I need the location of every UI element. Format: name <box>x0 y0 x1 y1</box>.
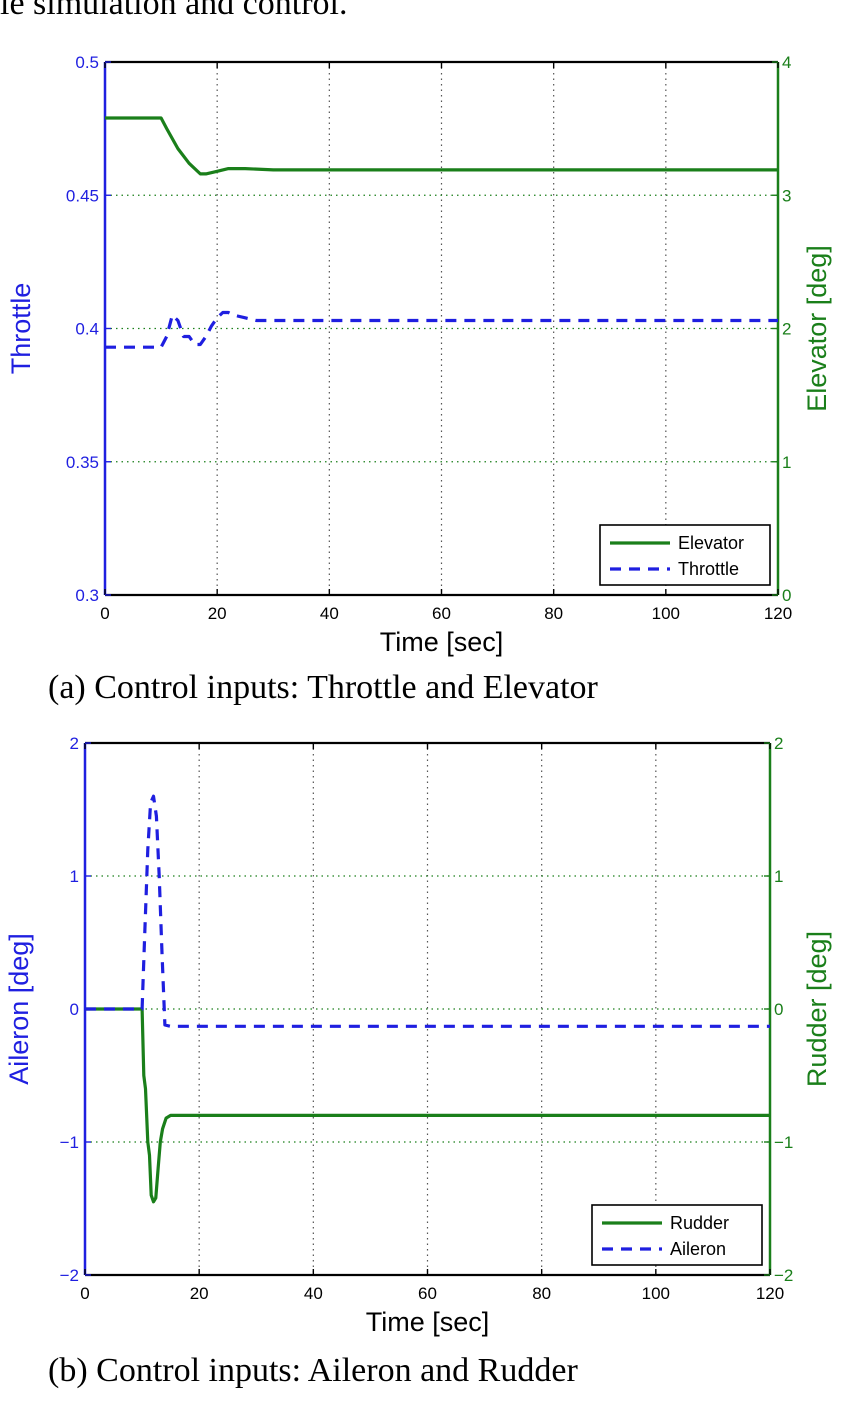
chart-a-xtick-5: 100 <box>652 604 680 623</box>
chart-a-xtick-4: 80 <box>544 604 563 623</box>
chart-a-ytick-left-4: 0.5 <box>75 53 99 72</box>
chart-a-ytick-left-3: 0.45 <box>66 186 99 205</box>
chart-a-xlabel: Time [sec] <box>380 627 504 657</box>
chart-b-ytick-right-1: −1 <box>774 1133 793 1152</box>
chart-b-ylabel-right: Rudder [deg] <box>802 931 832 1087</box>
chart-a-ytick-right-3: 3 <box>782 186 791 205</box>
caption-a: (a) Control inputs: Throttle and Elevato… <box>48 669 599 706</box>
chart-b-ytick-right-4: 2 <box>774 734 783 753</box>
chart-b-ytick-left-4: 2 <box>70 734 79 753</box>
chart-b-xtick-4: 80 <box>532 1284 551 1303</box>
chart-a-xtick-1: 20 <box>208 604 227 623</box>
chart-b-series-aileron <box>85 794 770 1028</box>
chart-a-ytick-right-2: 2 <box>782 320 791 339</box>
chart-panel-a: 0 20 40 60 80 100 120 0.3 0.35 0.4 0.45 0.5 0 1 2 3 4 Tim… <box>6 53 832 657</box>
chart-b-xtick-0: 0 <box>80 1284 89 1303</box>
chart-b-ytick-right-2: 0 <box>774 1000 783 1019</box>
chart-b-xtick-2: 40 <box>304 1284 323 1303</box>
chart-a-series-elevator <box>105 116 778 176</box>
chart-b-xtick-6: 120 <box>756 1284 784 1303</box>
chart-a-ytick-left-2: 0.4 <box>75 320 99 339</box>
chart-a-ytick-right-0: 0 <box>782 586 791 605</box>
chart-b-legend-label-rudder: Rudder <box>670 1213 729 1233</box>
chart-b-ytick-left-3: 1 <box>70 867 79 886</box>
caption-b: (b) Control inputs: Aileron and Rudder <box>48 1352 578 1389</box>
chart-a-ytick-right-4: 4 <box>782 53 791 72</box>
chart-a-xtick-3: 60 <box>432 604 451 623</box>
chart-b-ylabel-left: Aileron [deg] <box>4 933 34 1085</box>
chart-a-ylabel-left: Throttle <box>6 283 36 375</box>
chart-b-legend <box>591 1204 763 1266</box>
chart-a-ytick-right-1: 1 <box>782 453 791 472</box>
chart-a-ylabel-right: Elevator [deg] <box>802 245 832 412</box>
chart-b-ytick-left-1: −1 <box>60 1133 79 1152</box>
top-text: le simulation and control. <box>0 0 348 22</box>
chart-b-ytick-left-0: −2 <box>60 1266 79 1285</box>
chart-a-ytick-left-1: 0.35 <box>66 453 99 472</box>
chart-b-ytick-left-2: 0 <box>70 1000 79 1019</box>
chart-b-xtick-5: 100 <box>642 1284 670 1303</box>
chart-b-xtick-1: 20 <box>190 1284 209 1303</box>
chart-b-ytick-right-0: −2 <box>774 1266 793 1285</box>
chart-a-legend-label-throttle: Throttle <box>678 559 739 579</box>
chart-b-ytick-right-3: 1 <box>774 867 783 886</box>
chart-b-xtick-3: 60 <box>418 1284 437 1303</box>
chart-a-xtick-6: 120 <box>764 604 792 623</box>
chart-a-ytick-left-0: 0.3 <box>75 586 99 605</box>
chart-a-xtick-2: 40 <box>320 604 339 623</box>
chart-a-legend-label-elevator: Elevator <box>678 533 744 553</box>
chart-b-series-rudder <box>85 1007 770 1204</box>
chart-b-legend-label-aileron: Aileron <box>670 1239 726 1259</box>
chart-b-xlabel: Time [sec] <box>366 1307 490 1337</box>
chart-a-xtick-0: 0 <box>100 604 109 623</box>
chart-a-legend <box>599 524 771 586</box>
chart-a-series-throttle <box>105 310 778 349</box>
